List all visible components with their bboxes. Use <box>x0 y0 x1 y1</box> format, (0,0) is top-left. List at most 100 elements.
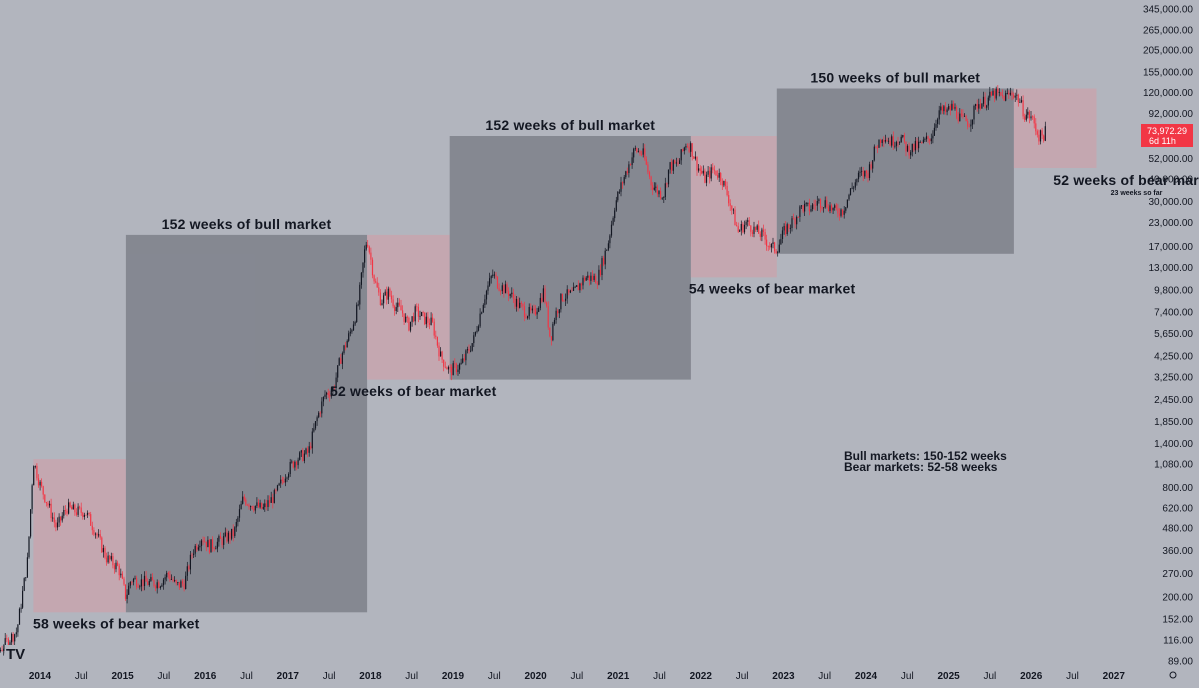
candle <box>248 503 250 510</box>
candle-body <box>390 295 393 300</box>
candle <box>208 538 210 555</box>
candle <box>387 286 389 304</box>
candle-body <box>894 145 896 147</box>
candle-body <box>837 208 839 214</box>
settings-gear-icon[interactable] <box>1169 671 1177 679</box>
candle-body <box>58 516 60 523</box>
time-tick-label: Jul <box>158 671 171 682</box>
candle-body <box>704 170 706 183</box>
candle-body <box>629 164 632 166</box>
candle <box>971 119 973 129</box>
candle-body <box>612 218 614 225</box>
candle <box>394 304 396 316</box>
tradingview-logo[interactable]: TV <box>5 645 29 663</box>
candle-body <box>1035 123 1037 132</box>
candle <box>30 509 32 539</box>
candle <box>783 223 785 235</box>
candle <box>452 360 454 376</box>
candle-body <box>865 170 867 174</box>
candle-body <box>329 395 331 397</box>
candle-body <box>224 532 226 536</box>
candle-body <box>698 168 700 171</box>
candle-body <box>523 306 526 317</box>
candle-body <box>368 246 370 253</box>
candle-body <box>734 209 736 226</box>
candle <box>132 577 135 586</box>
candle-body <box>474 331 476 336</box>
candle <box>322 396 324 407</box>
candle-body <box>286 477 288 479</box>
price-tick-label: 800.00 <box>1162 483 1193 494</box>
candle <box>846 199 848 209</box>
candle-body <box>66 510 68 514</box>
candle <box>395 302 397 315</box>
candle <box>170 574 172 580</box>
candle <box>849 188 852 196</box>
candle-body <box>642 148 644 155</box>
candle <box>528 303 530 320</box>
candle-body <box>36 466 38 479</box>
candle-body <box>571 290 573 292</box>
candle <box>466 346 469 354</box>
candle <box>745 219 747 230</box>
candle <box>17 624 19 637</box>
candle <box>110 552 112 562</box>
candle <box>155 584 157 592</box>
candle-body <box>1022 100 1024 117</box>
candle-body <box>538 308 540 312</box>
candle-body <box>63 510 65 516</box>
candle-body <box>788 224 790 229</box>
axis-settings-icon[interactable] <box>1169 671 1177 679</box>
candle <box>205 541 207 552</box>
summary-line-bull: Bull markets: 150-152 weeks <box>844 449 1007 463</box>
candle <box>634 145 636 151</box>
candle-body <box>895 142 898 146</box>
candle <box>541 293 543 304</box>
candle <box>772 237 774 249</box>
candle <box>99 529 101 540</box>
bear-market-label: 54 weeks of bear market <box>689 280 856 296</box>
candle <box>804 200 806 216</box>
candle <box>680 149 682 165</box>
candle-body <box>747 220 749 222</box>
candle-body <box>552 323 554 341</box>
time-tick-label: Jul <box>571 671 584 682</box>
price-tick-label: 270.00 <box>1162 569 1193 580</box>
candle <box>777 250 779 257</box>
candle <box>194 544 196 558</box>
candle <box>799 205 801 222</box>
candle <box>474 331 476 337</box>
candle-body <box>367 244 369 247</box>
candle <box>571 287 573 292</box>
candle <box>118 563 120 581</box>
candle-body <box>53 517 55 523</box>
candle <box>813 199 815 210</box>
candle-body <box>862 170 864 177</box>
candle-body <box>794 219 796 225</box>
candle <box>231 528 233 541</box>
candle-body <box>576 285 578 287</box>
candle-body <box>41 481 43 487</box>
candle <box>829 202 831 214</box>
candle <box>66 508 68 517</box>
candle-body <box>831 205 833 211</box>
price-axis[interactable]: 345,000.00 265,000.00 205,000.00 155,000.00… <box>1143 5 1194 668</box>
candle <box>272 493 274 509</box>
candle <box>430 312 432 326</box>
candle <box>354 320 356 326</box>
candle-body <box>804 204 806 212</box>
candle-body <box>462 358 464 363</box>
candle-body <box>925 136 928 140</box>
candle <box>506 282 508 295</box>
candle <box>891 134 893 148</box>
candle <box>881 138 883 147</box>
candle <box>948 103 950 111</box>
candle-body <box>675 162 677 164</box>
candle <box>327 388 329 398</box>
candle <box>957 112 959 124</box>
time-tick-label: 2026 <box>1020 671 1043 682</box>
candle-body <box>574 286 576 288</box>
candle <box>674 159 676 165</box>
time-axis[interactable]: 2014 Jul 2015 Jul 2016 Jul 2017 Jul 2018 Jul 2019 J… <box>29 671 1125 682</box>
